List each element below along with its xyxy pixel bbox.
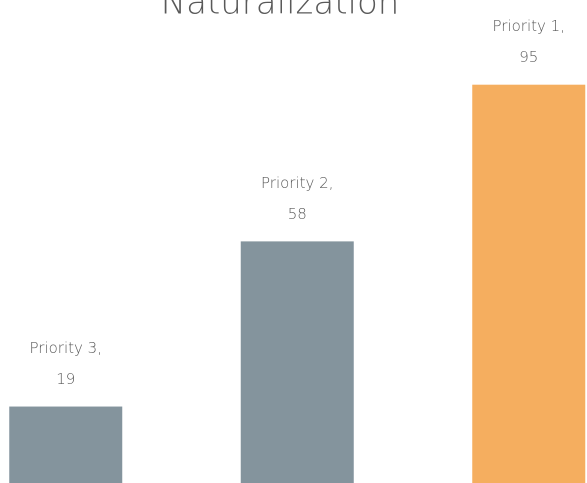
data-label-value: 19 xyxy=(56,370,75,388)
bar xyxy=(240,241,354,483)
data-label-value: 95 xyxy=(519,48,538,66)
data-label-category: Priority 3, xyxy=(30,339,102,357)
chart-title: Naturalization xyxy=(161,0,400,23)
bar xyxy=(472,84,586,483)
data-label-category: Priority 1, xyxy=(493,17,565,35)
bar xyxy=(9,406,123,483)
data-label-category: Priority 2, xyxy=(261,174,333,192)
data-label-value: 58 xyxy=(288,205,307,223)
